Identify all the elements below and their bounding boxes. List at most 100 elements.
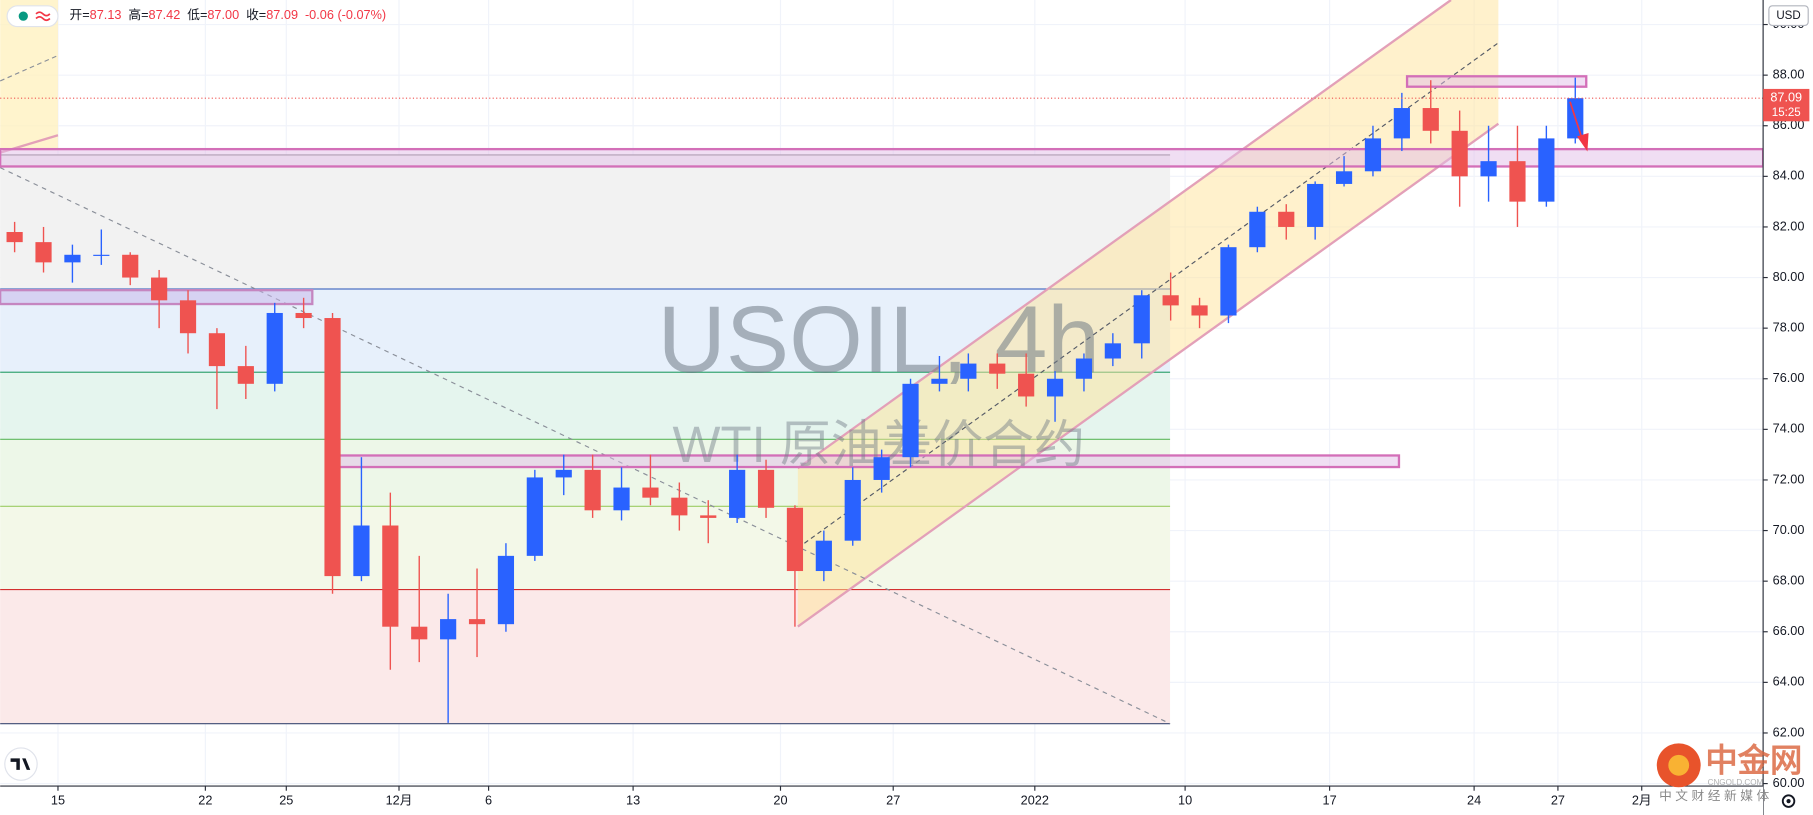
axes: 60.00 62.00 64.00 66.00 68.00 70.00 72.00 74.00… (51, 16, 1810, 807)
legend-key: 开= (70, 8, 90, 23)
candle-body (989, 363, 1006, 374)
last-price-box (1763, 88, 1810, 122)
logo-mark (10, 758, 31, 770)
fib-zone (0, 506, 1171, 590)
candle-body (1480, 161, 1497, 177)
candle-body (1191, 305, 1208, 316)
legend-value: 87.13 (90, 8, 122, 23)
candle-body (671, 497, 688, 516)
candle-body (902, 383, 919, 458)
settings-gear[interactable] (1781, 794, 1796, 808)
y-tick-label: 82.00 (1773, 218, 1805, 233)
y-tick-label: 66.00 (1773, 623, 1805, 638)
candle-body (1162, 295, 1179, 306)
legend-value: 87.42 (149, 8, 181, 23)
brand-icon-inner (1668, 754, 1690, 776)
x-tick-label: 27 (886, 792, 900, 807)
y-tick-label: 88.00 (1773, 67, 1805, 82)
y-tick-label: 60.00 (1773, 775, 1805, 790)
candle-body (382, 525, 399, 627)
candle-body (844, 479, 861, 541)
candle-body (700, 515, 717, 518)
trend-line (0, 167, 1171, 725)
candle-body (1509, 161, 1526, 202)
legend-value: 87.00 (207, 8, 239, 23)
x-tick-label: 6 (485, 792, 492, 807)
candle-body (1075, 358, 1093, 379)
candle-body (584, 469, 601, 511)
candle-body (642, 487, 659, 498)
legend-value: 87.09 (266, 8, 298, 23)
candle-body (179, 300, 197, 334)
brand-slogan: 中 文 财 经 新 媒 体 (1659, 788, 1769, 803)
candle-body (497, 555, 515, 625)
candle-body (786, 507, 804, 572)
brand-logo: 中金网 CNGOLD.COM 中 文 财 经 新 媒 体 (1656, 743, 1802, 803)
candle-body (122, 254, 139, 278)
candle-body (411, 626, 428, 640)
settings[interactable] (1781, 794, 1796, 808)
candle-body (873, 457, 890, 480)
y-tick-label: 72.00 (1773, 471, 1805, 486)
channel-mid (0, 54, 59, 82)
candle-body (324, 318, 341, 577)
x-tick-label: 17 (1323, 792, 1337, 807)
status-dot (18, 11, 28, 21)
candle-body (960, 363, 977, 379)
y-tick-label: 80.00 (1773, 269, 1805, 284)
candle-body (266, 312, 283, 384)
candle-body (64, 254, 81, 263)
status-icon (35, 11, 51, 22)
logo-badge[interactable] (4, 747, 38, 781)
candle-body (931, 378, 948, 384)
status-pill[interactable] (6, 5, 59, 28)
candle-body (1046, 378, 1064, 397)
candle-body (1278, 211, 1295, 227)
countdown: 15:25 (1772, 107, 1801, 119)
x-tick-label: 27 (1551, 792, 1565, 807)
candle-body (35, 242, 52, 263)
candle-body (1018, 373, 1035, 397)
currency-button[interactable] (1768, 5, 1809, 27)
y-tick-label: 74.00 (1773, 421, 1805, 436)
candle-body (526, 477, 543, 556)
arrow-shaft (1569, 101, 1584, 142)
fib-zone (0, 589, 1171, 724)
channel-line (797, 122, 1500, 628)
legend-key: 低= (187, 8, 207, 23)
time-axis (0, 786, 1764, 815)
candle-body (613, 487, 630, 511)
candle-body (1538, 138, 1555, 202)
currency[interactable]: USD (1776, 10, 1800, 22)
y-tick-label: 76.00 (1773, 370, 1805, 385)
candle-body (1104, 343, 1121, 359)
candle-body (1249, 211, 1266, 248)
arrow-head (1576, 132, 1589, 152)
x-tick-label: 15 (51, 792, 65, 807)
candle-body (93, 254, 110, 256)
candle-body (1422, 108, 1439, 131)
y-tick-label: 62.00 (1773, 724, 1805, 739)
candle-body (6, 232, 23, 243)
y-tick-label: 64.00 (1773, 674, 1805, 689)
y-tick-label: 78.00 (1773, 320, 1805, 335)
zone (1405, 75, 1588, 88)
x-tick-label: 24 (1467, 792, 1481, 807)
x-tick-label: 20 (773, 792, 787, 807)
legend-key: 高= (128, 8, 148, 23)
candle-body (555, 469, 572, 478)
x-tick-label: 10 (1178, 792, 1192, 807)
price-axis (1763, 0, 1813, 815)
candle-body (208, 333, 226, 367)
candle-body (815, 540, 832, 572)
last-price-label: 87.09 (1770, 90, 1802, 105)
x-tick-label: 13 (626, 792, 640, 807)
brand-name: 中金网 (1705, 743, 1802, 779)
candle-body (1220, 247, 1237, 316)
settings-gear-center (1786, 799, 1791, 804)
ohlc-legend: 开=87.13 高=87.42 低=87.00 收=87.09 -0.06 (-0.07… (70, 8, 387, 23)
candle-body (1307, 183, 1324, 227)
candle-body (1393, 108, 1410, 139)
tv-logo[interactable] (4, 747, 38, 781)
